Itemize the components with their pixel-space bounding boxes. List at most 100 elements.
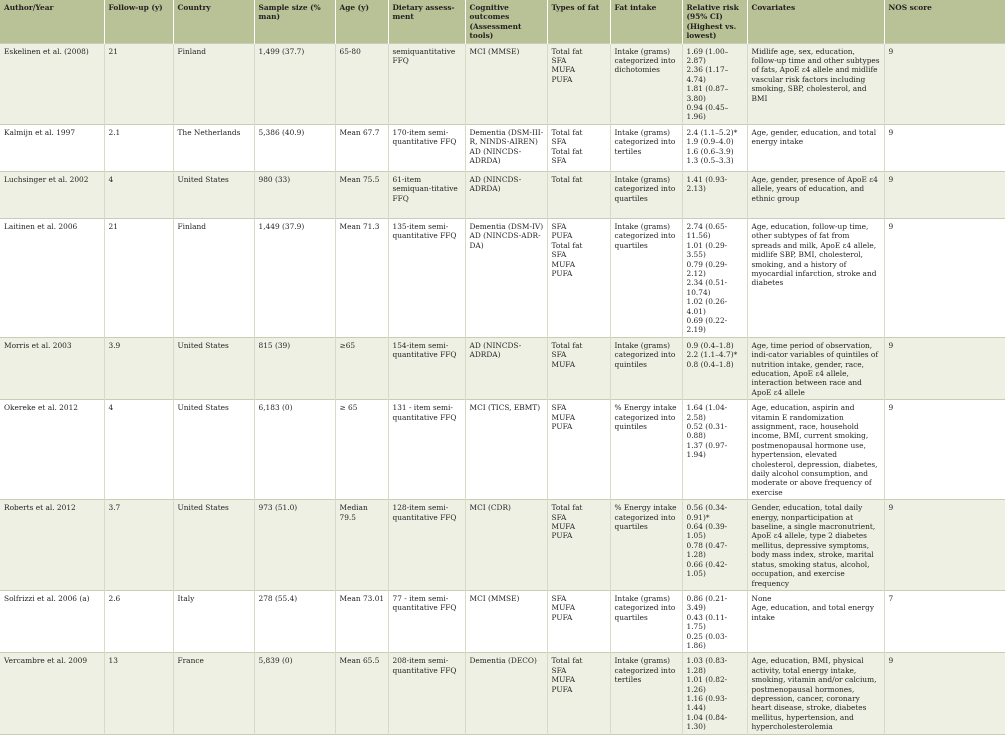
cell-age: Mean 75.5 [335, 170, 389, 219]
cell-nos-score: 9 [884, 399, 1005, 500]
cell-covariates: Age, education, follow-up time, other su… [747, 217, 885, 338]
cell-fat-intake: Intake (grams) categorized into quartile… [610, 589, 683, 653]
cell-age: Mean 67.7 [335, 123, 389, 172]
cell-fat-intake: Intake (grams) categorized into tertiles [610, 123, 683, 172]
table-row: Luchsinger et al. 2002 4 United States 9… [0, 170, 1005, 219]
header-fat-intake: Fat intake [610, 0, 683, 44]
cell-fat-intake: % Energy intake categorized into quintil… [610, 399, 683, 500]
cell-age: Mean 71.3 [335, 217, 389, 338]
header-sample-size: Sample size (% man) [254, 0, 336, 44]
cell-nos-score: 9 [884, 217, 1005, 338]
cell-age: ≥ 65 [335, 399, 389, 500]
cell-country: France [173, 652, 255, 735]
cell-types-of-fat: Total fat SFA MUFA PUFA [547, 42, 611, 125]
table-row: Kalmijn et al. 1997 2.1 The Netherlands … [0, 123, 1005, 172]
cell-age: Median 79.5 [335, 499, 389, 591]
header-relative-risk: Relative risk (95% CI) (Highest vs. lowe… [682, 0, 748, 44]
cell-sample-size: 5,839 (0) [254, 652, 336, 735]
cell-dietary-assessment: 128-item semi-quantitative FFQ [388, 499, 466, 591]
header-age: Age (y) [335, 0, 389, 44]
cell-fat-intake: Intake (grams) categorized into quintile… [610, 336, 683, 400]
cell-types-of-fat: SFA MUFA PUFA [547, 399, 611, 500]
cell-types-of-fat: SFA PUFA Total fat SFA MUFA PUFA [547, 217, 611, 338]
cell-cognitive-outcomes: Dementia (DSM-III-R, NINDS-AIREN) AD (NI… [465, 123, 548, 172]
header-nos-score: NOS score [884, 0, 1005, 44]
cell-nos-score: 7 [884, 589, 1005, 653]
cell-dietary-assessment: 135-item semi-quantitative FFQ [388, 217, 466, 338]
cell-dietary-assessment: 77 - item semi-quantitative FFQ [388, 589, 466, 653]
header-dietary-assessment: Dietary assess-ment [388, 0, 466, 44]
cell-dietary-assessment: 170-item semi-quantitative FFQ [388, 123, 466, 172]
cell-follow-up: 3.9 [104, 336, 174, 400]
table-row: Eskelinen et al. (2008) 21 Finland 1,499… [0, 42, 1005, 125]
cell-cognitive-outcomes: AD (NINCDS-ADRDA) [465, 170, 548, 219]
cell-dietary-assessment: 61-item semiquan-titative FFQ [388, 170, 466, 219]
cell-author-year: Vercambre et al. 2009 [0, 652, 105, 735]
cell-covariates: Age, education, BMI, physical activity, … [747, 652, 885, 735]
table-row: Solfrizzi et al. 2006 (a) 2.6 Italy 278 … [0, 589, 1005, 653]
cell-sample-size: 278 (55.4) [254, 589, 336, 653]
cell-author-year: Laitinen et al. 2006 [0, 217, 105, 338]
cell-country: Finland [173, 42, 255, 125]
cell-types-of-fat: Total fat SFA MUFA PUFA [547, 652, 611, 735]
cell-author-year: Solfrizzi et al. 2006 (a) [0, 589, 105, 653]
cell-fat-intake: Intake (grams) categorized into quartile… [610, 217, 683, 338]
header-follow-up: Follow-up (y) [104, 0, 174, 44]
cell-relative-risk: 2.4 (1.1–5.2)* 1.9 (0.9–4.0) 1.6 (0.6–3.… [682, 123, 748, 172]
cell-cognitive-outcomes: Dementia (DECO) [465, 652, 548, 735]
cell-covariates: Age, time period of observation, indi-ca… [747, 336, 885, 400]
cell-author-year: Eskelinen et al. (2008) [0, 42, 105, 125]
cell-follow-up: 4 [104, 170, 174, 219]
cell-follow-up: 2.6 [104, 589, 174, 653]
header-types-of-fat: Types of fat [547, 0, 611, 44]
cell-country: Italy [173, 589, 255, 653]
cell-sample-size: 5,386 (40.9) [254, 123, 336, 172]
cell-country: Finland [173, 217, 255, 338]
table-row: Laitinen et al. 2006 21 Finland 1,449 (3… [0, 217, 1005, 338]
cell-follow-up: 21 [104, 42, 174, 125]
cell-country: The Netherlands [173, 123, 255, 172]
table-header-row: Author/Year Follow-up (y) Country Sample… [0, 0, 1005, 44]
cell-relative-risk: 2.74 (0.65-11.56) 1.01 (0.29-3.55) 0.79 … [682, 217, 748, 338]
cell-relative-risk: 1.41 (0.93-2.13) [682, 170, 748, 219]
cell-relative-risk: 1.69 (1.00–2.87) 2.36 (1.17–4.74) 1.81 (… [682, 42, 748, 125]
cell-age: Mean 73.01 [335, 589, 389, 653]
cell-covariates: Age, gender, education, and total energy… [747, 123, 885, 172]
cell-dietary-assessment: 154-item semi-quantitative FFQ [388, 336, 466, 400]
cell-relative-risk: 1.03 (0.83-1.28) 1.01 (0.82-1.26) 1.16 (… [682, 652, 748, 735]
cell-follow-up: 3.7 [104, 499, 174, 591]
cell-sample-size: 980 (33) [254, 170, 336, 219]
cell-country: United States [173, 499, 255, 591]
cell-country: United States [173, 336, 255, 400]
cell-sample-size: 6,183 (0) [254, 399, 336, 500]
cell-fat-intake: Intake (grams) categorized into dichotom… [610, 42, 683, 125]
cell-sample-size: 1,449 (37.9) [254, 217, 336, 338]
cell-nos-score: 9 [884, 123, 1005, 172]
cell-author-year: Kalmijn et al. 1997 [0, 123, 105, 172]
cell-cognitive-outcomes: MCI (MMSE) [465, 42, 548, 125]
header-author-year: Author/Year [0, 0, 105, 44]
cell-follow-up: 4 [104, 399, 174, 500]
header-country: Country [173, 0, 255, 44]
table-row: Roberts et al. 2012 3.7 United States 97… [0, 499, 1005, 591]
cell-sample-size: 973 (51.0) [254, 499, 336, 591]
cell-relative-risk: 0.9 (0.4–1.8) 2.2 (1.1–4.7)* 0.8 (0.4–1.… [682, 336, 748, 400]
cell-covariates: Age, education, aspirin and vitamin E ra… [747, 399, 885, 500]
table-row: Morris et al. 2003 3.9 United States 815… [0, 336, 1005, 400]
cell-follow-up: 21 [104, 217, 174, 338]
cell-covariates: Gender, education, total daily energy, n… [747, 499, 885, 591]
cell-dietary-assessment: 131 - item semi-quantitative FFQ [388, 399, 466, 500]
cell-cognitive-outcomes: Dementia (DSM-IV) AD (NINCDS-ADR-DA) [465, 217, 548, 338]
cell-covariates: Midlife age, sex, education, follow-up t… [747, 42, 885, 125]
cell-types-of-fat: SFA MUFA PUFA [547, 589, 611, 653]
cell-relative-risk: 0.56 (0.34-0.91)* 0.64 (0.39-1.05) 0.78 … [682, 499, 748, 591]
cell-age: ≥65 [335, 336, 389, 400]
cell-types-of-fat: Total fat SFA MUFA [547, 336, 611, 400]
cell-cognitive-outcomes: MCI (TICS, EBMT) [465, 399, 548, 500]
cell-cognitive-outcomes: MCI (MMSE) [465, 589, 548, 653]
cell-age: Mean 65.5 [335, 652, 389, 735]
cell-covariates: Age, gender, presence of ApoE ε4 allele,… [747, 170, 885, 219]
cell-types-of-fat: Total fat SFA MUFA PUFA [547, 499, 611, 591]
cell-relative-risk: 1.64 (1.04-2.58) 0.52 (0.31-0.88) 1.37 (… [682, 399, 748, 500]
